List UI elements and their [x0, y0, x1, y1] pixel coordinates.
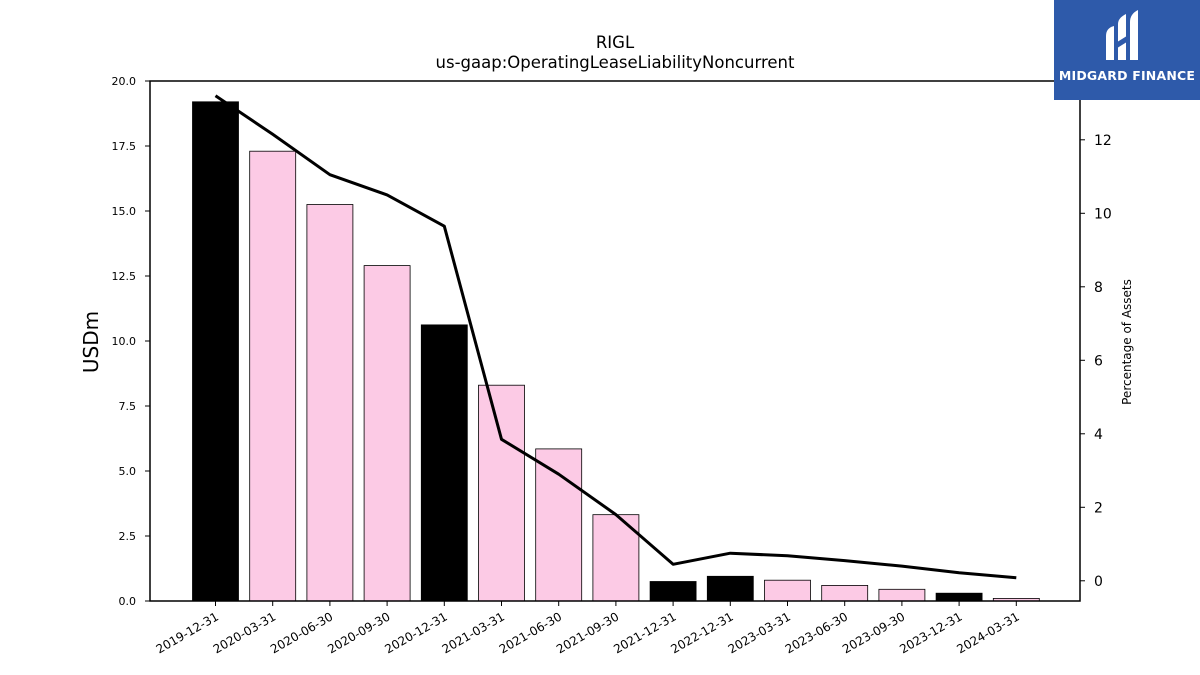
bar-2023-12-31	[935, 592, 983, 602]
y-tick-label: 15.0	[112, 205, 137, 218]
x-tick-label: 2020-06-30	[268, 609, 335, 656]
bar-2023-03-31	[764, 579, 811, 602]
logo-text: MIDGARD FINANCE	[1058, 68, 1196, 83]
x-tick-label: 2020-03-31	[211, 609, 278, 656]
y-tick-label: 12.5	[112, 270, 137, 283]
x-axis-ticks: 2019-12-312020-03-312020-06-302020-09-30…	[154, 601, 1022, 656]
y-tick-label: 0.0	[119, 595, 137, 608]
x-tick-label: 2020-09-30	[325, 609, 392, 656]
x-tick-label: 2023-09-30	[840, 609, 907, 656]
y-tick-label: 7.5	[119, 400, 137, 413]
bar-2021-03-31	[478, 384, 525, 602]
y2-tick-label: 4	[1094, 427, 1103, 443]
y2-tick-label: 8	[1094, 280, 1103, 296]
y-tick-label: 10.0	[112, 335, 137, 348]
line-layer	[214, 94, 1017, 580]
x-tick-label: 2022-12-31	[668, 609, 735, 656]
x-tick-label: 2024-03-31	[954, 609, 1021, 656]
y-tick-label: 20.0	[112, 75, 137, 88]
x-tick-label: 2021-12-31	[611, 609, 678, 656]
x-tick-label: 2023-06-30	[783, 609, 850, 656]
y-tick-label: 5.0	[119, 465, 137, 478]
y2-tick-label: 2	[1094, 500, 1103, 516]
x-tick-label: 2023-12-31	[897, 609, 964, 656]
y-tick-label: 2.5	[119, 530, 137, 543]
y2-tick-label: 6	[1094, 353, 1103, 369]
y-axis-ticks: 0.0 2.5 5.0 7.5 10.0 12.5 15.0 17.5 20.0	[112, 75, 150, 608]
x-tick-label: 2021-03-31	[440, 609, 507, 656]
y-tick-label: 17.5	[112, 140, 137, 153]
bar-2020-03-31	[249, 150, 297, 602]
brand-logo: MIDGARD FINANCE	[1054, 0, 1200, 100]
bar-2023-06-30	[821, 585, 869, 602]
chart-subtitle: us-gaap:OperatingLeaseLiabilityNoncurren…	[436, 53, 795, 72]
x-tick-label: 2021-09-30	[554, 609, 621, 656]
bar-2020-09-30	[363, 265, 411, 602]
y-axis-label: USDm	[79, 311, 103, 373]
x-tick-label: 2019-12-31	[154, 609, 221, 656]
x-tick-label: 2021-06-30	[497, 609, 564, 656]
x-tick-label: 2020-12-31	[382, 609, 449, 656]
y2-tick-label: 10	[1094, 206, 1112, 222]
percentage-line	[214, 94, 1017, 580]
chart-title: RIGL	[596, 33, 635, 52]
bar-2021-06-30	[535, 448, 583, 602]
y2-axis-label: Percentage of Assets	[1120, 279, 1134, 405]
bar-layer	[192, 101, 1040, 602]
bar-2019-12-31	[192, 101, 239, 602]
logo-mark-icon	[1106, 10, 1138, 60]
y2-tick-label: 12	[1094, 133, 1112, 149]
y2-axis-ticks: 0 2 4 6 8 10 12	[1080, 133, 1112, 590]
bar-2021-12-31	[649, 581, 697, 602]
bar-2023-09-30	[878, 588, 926, 602]
y2-tick-label: 0	[1094, 574, 1103, 590]
bar-2020-06-30	[306, 204, 354, 602]
bar-2022-12-31	[706, 575, 754, 602]
x-tick-label: 2023-03-31	[726, 609, 793, 656]
bar-2020-12-31	[420, 324, 468, 602]
